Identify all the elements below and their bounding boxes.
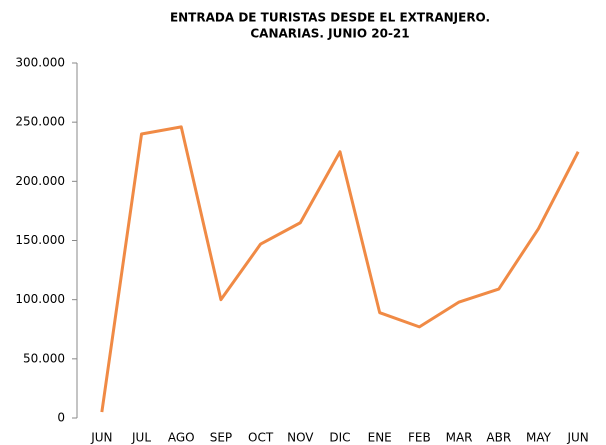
x-tick-label: MAR	[446, 431, 473, 445]
x-tick-label: OCT	[248, 431, 274, 445]
chart-title: ENTRADA DE TURISTAS DESDE EL EXTRANJERO.	[170, 11, 490, 25]
y-tick-label: 250.000	[15, 115, 65, 129]
y-tick-label: 100.000	[15, 292, 65, 306]
x-tick-label: AGO	[168, 431, 195, 445]
x-tick-label: JUL	[131, 431, 151, 445]
y-tick-label: 300.000	[15, 56, 65, 70]
y-tick-label: 0	[57, 411, 65, 425]
x-tick-label: NOV	[287, 431, 314, 445]
x-tick-label: ABR	[486, 431, 511, 445]
x-tick-label: SEP	[210, 431, 232, 445]
chart-title: CANARIAS. JUNIO 20-21	[250, 27, 409, 41]
line	[100, 125, 580, 413]
y-tick-label: 150.000	[15, 233, 65, 247]
x-tick-label: DIC	[329, 431, 350, 445]
x-tick-label: JUN	[90, 431, 112, 445]
x-tick-label: MAY	[526, 431, 552, 445]
y-tick-label: 50.000	[23, 351, 65, 365]
x-tick-label: FEB	[408, 431, 431, 445]
y-tick-label: 200.000	[15, 174, 65, 188]
x-tick-label: JUN	[566, 431, 588, 445]
x-tick-label: ENE	[368, 431, 392, 445]
